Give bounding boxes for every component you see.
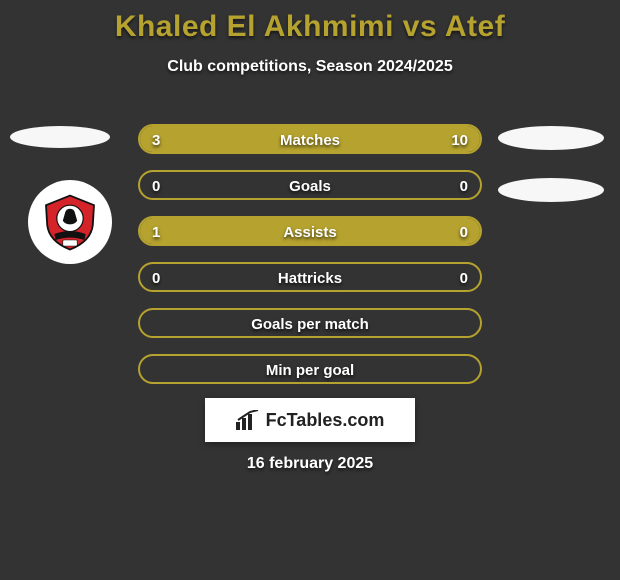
stat-row-goals-per-match: Goals per match bbox=[138, 308, 482, 338]
player-ellipse-right-1 bbox=[498, 126, 604, 150]
stat-label: Min per goal bbox=[140, 356, 480, 384]
subtitle: Club competitions, Season 2024/2025 bbox=[0, 58, 620, 76]
chart-icon bbox=[236, 410, 260, 430]
comparison-card: Khaled El Akhmimi vs Atef Club competiti… bbox=[0, 0, 620, 580]
stats-rows: 310Matches 00Goals 10Assists 00Hattricks Goa… bbox=[138, 124, 482, 400]
date-label: 16 february 2025 bbox=[0, 455, 620, 473]
page-title: Khaled El Akhmimi vs Atef bbox=[0, 0, 620, 44]
stat-label: Assists bbox=[140, 218, 480, 246]
club-logo bbox=[28, 180, 112, 264]
stat-label: Goals bbox=[140, 172, 480, 200]
stat-row-goals: 00Goals bbox=[138, 170, 482, 200]
player-ellipse-left bbox=[10, 126, 110, 148]
player-ellipse-right-2 bbox=[498, 178, 604, 202]
stat-row-matches: 310Matches bbox=[138, 124, 482, 154]
fctables-badge: FcTables.com bbox=[205, 398, 415, 442]
stat-row-hattricks: 00Hattricks bbox=[138, 262, 482, 292]
stat-label: Goals per match bbox=[140, 310, 480, 338]
stat-row-assists: 10Assists bbox=[138, 216, 482, 246]
stat-label: Matches bbox=[140, 126, 480, 154]
stat-row-min-per-goal: Min per goal bbox=[138, 354, 482, 384]
stat-label: Hattricks bbox=[140, 264, 480, 292]
club-logo-svg bbox=[40, 192, 100, 252]
fctables-label: FcTables.com bbox=[266, 410, 385, 431]
